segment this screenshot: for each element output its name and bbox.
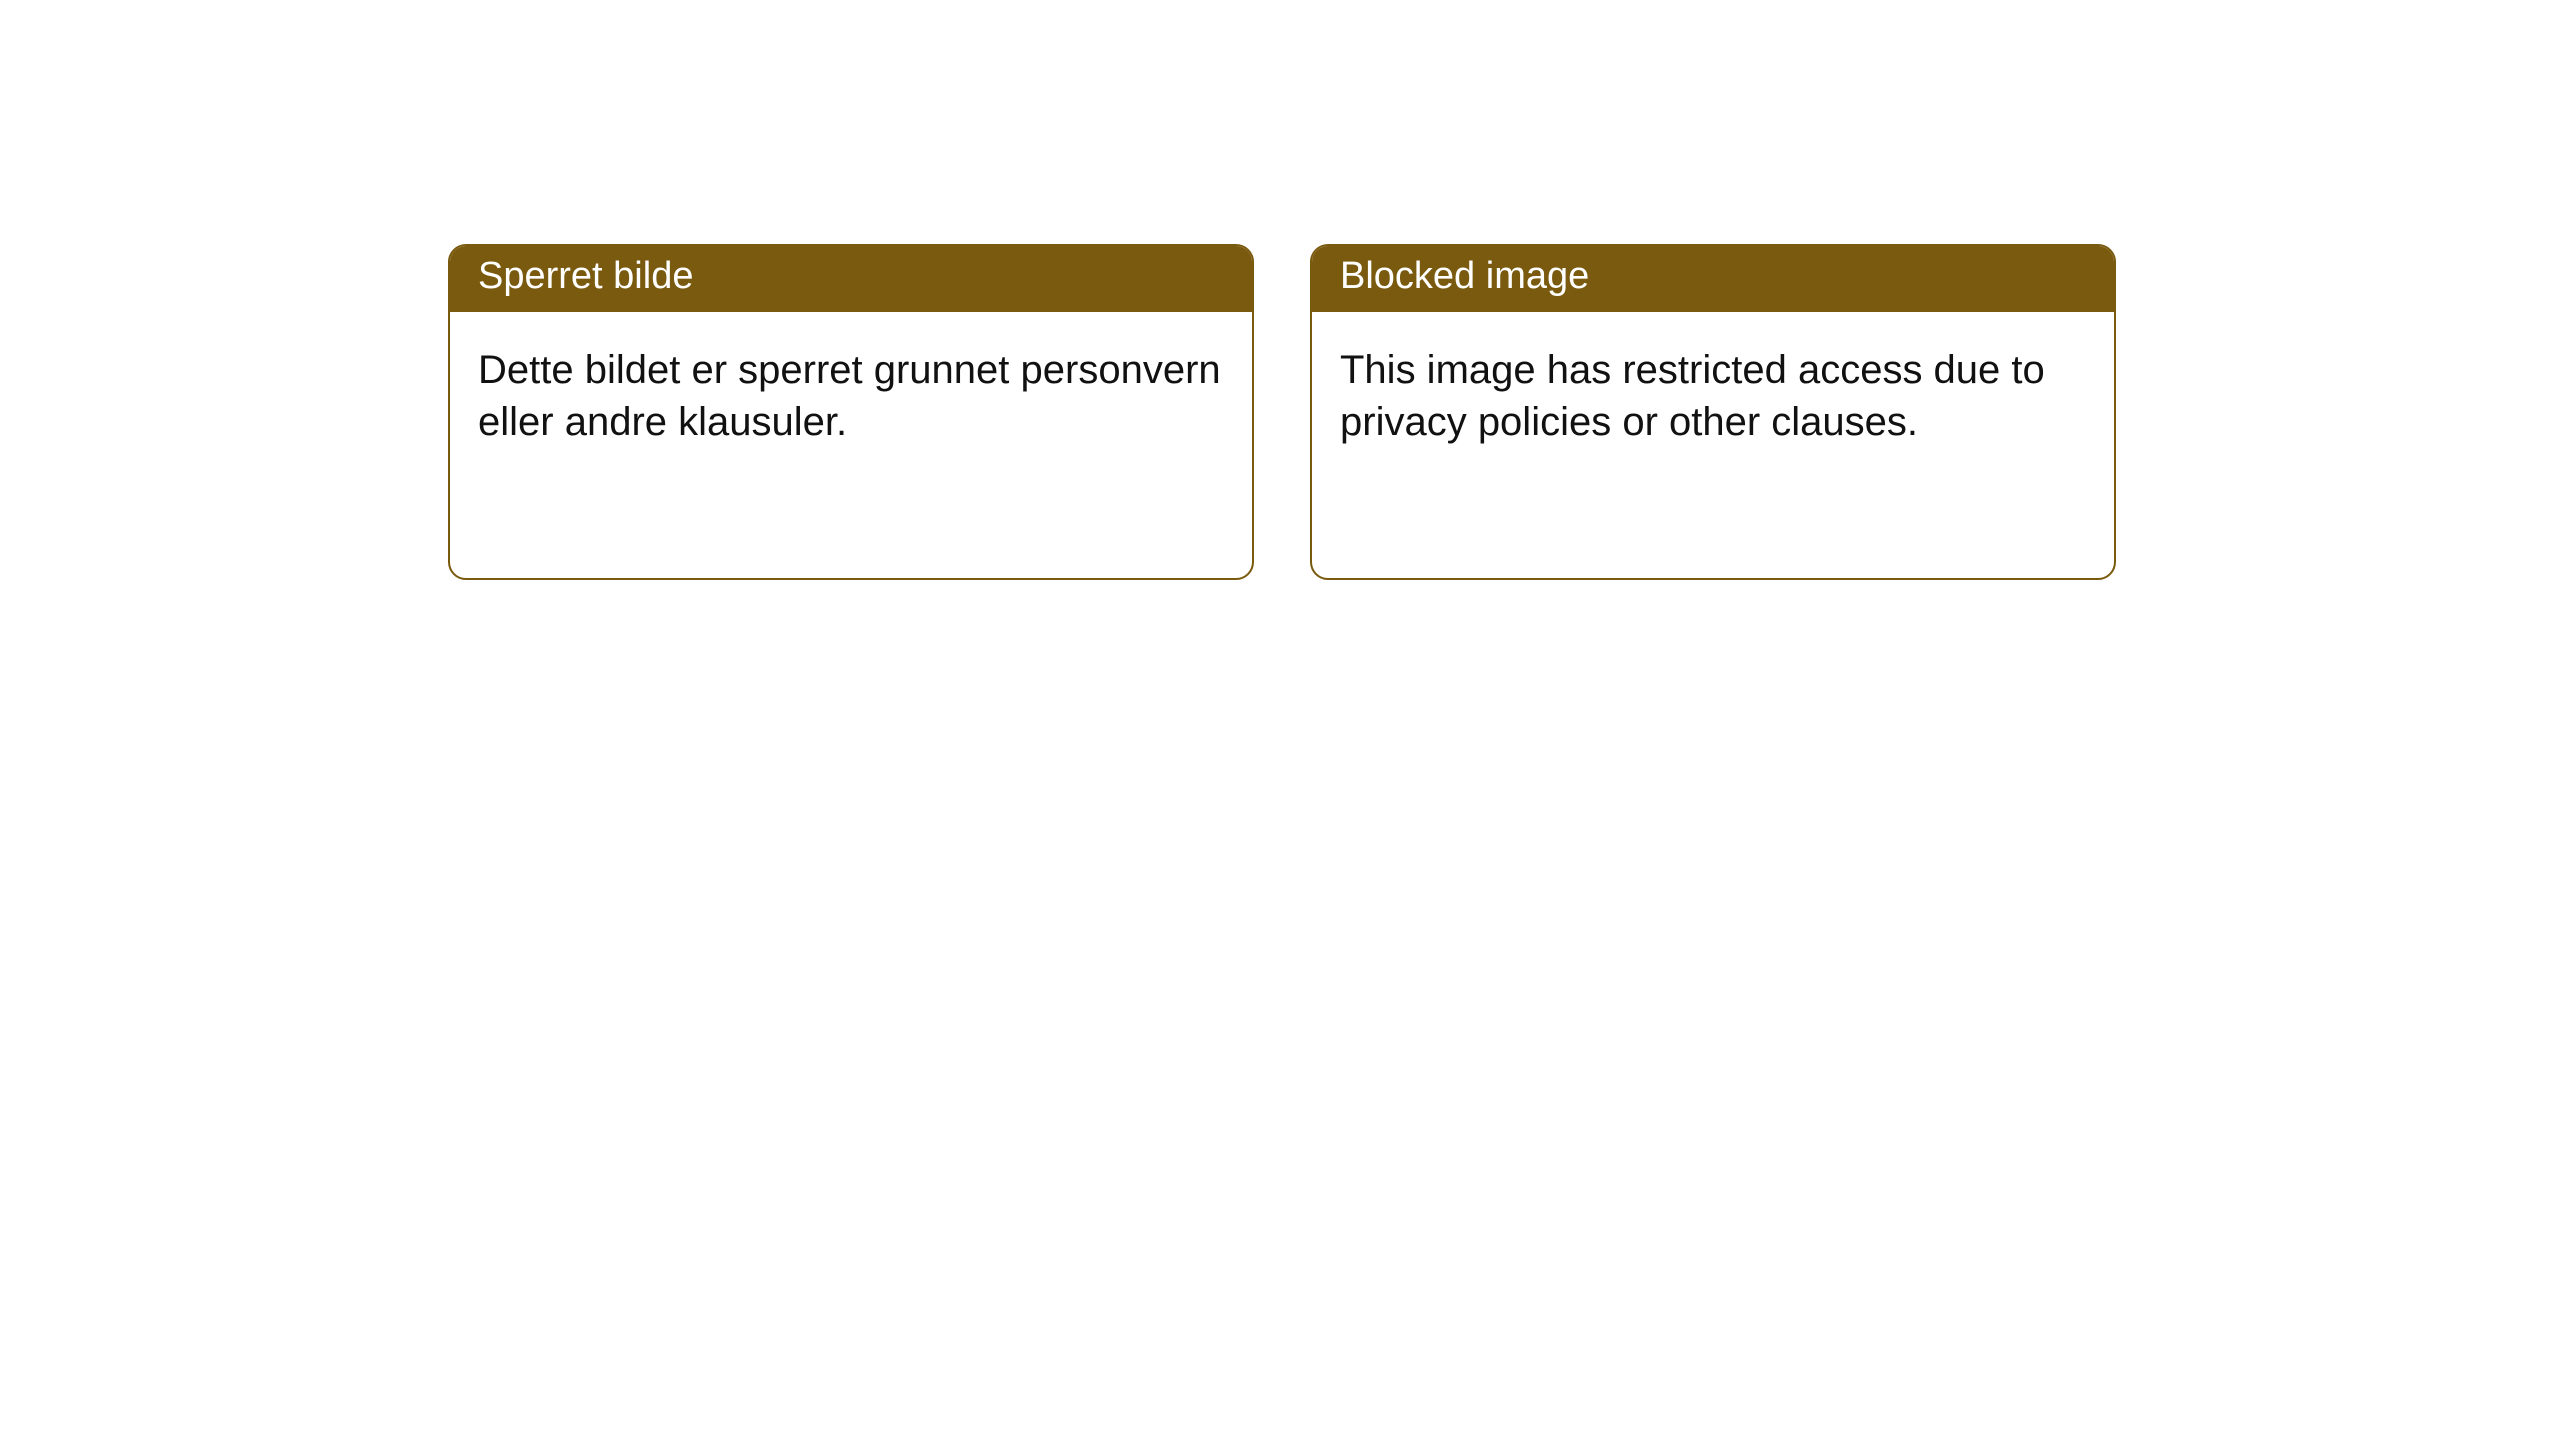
card-body: This image has restricted access due to … xyxy=(1312,312,2114,480)
notice-card-norwegian: Sperret bilde Dette bildet er sperret gr… xyxy=(448,244,1254,580)
notice-card-english: Blocked image This image has restricted … xyxy=(1310,244,2116,580)
notice-container: Sperret bilde Dette bildet er sperret gr… xyxy=(0,0,2560,580)
card-header: Sperret bilde xyxy=(450,246,1252,312)
card-header: Blocked image xyxy=(1312,246,2114,312)
card-body: Dette bildet er sperret grunnet personve… xyxy=(450,312,1252,480)
